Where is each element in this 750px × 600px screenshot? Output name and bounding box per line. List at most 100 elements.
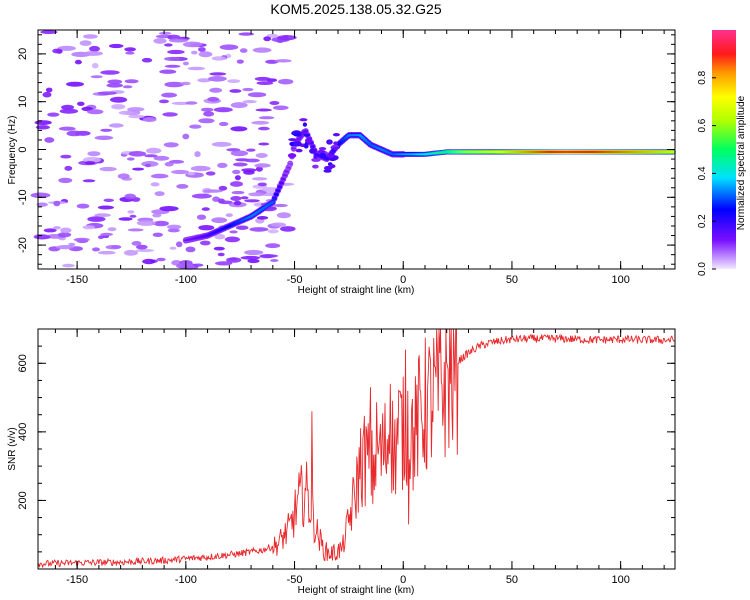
x-tick-label: -100 [175,274,197,286]
spectral-ridge-blob [293,141,302,147]
spectral-noise-blob [244,249,264,256]
spectral-ridge-blob [302,122,307,127]
spectral-noise-blob [255,153,268,158]
spectral-noise-blob [98,250,116,255]
snr-y-axis: 200 400 600 [17,328,675,570]
spectrogram-y-axis: -20 -10 0 10 20 [17,34,675,265]
y-tick-label: 20 [17,48,29,60]
spectrogram-y-axis-label: Frequency (Hz) [7,116,18,185]
spectral-ridge-blob [326,153,335,159]
spectral-noise-blob [135,248,155,253]
spectral-ridge-core [277,185,282,188]
spectral-noise-blob [163,142,179,148]
spectral-noise-blob [127,228,144,232]
spectral-noise-blob [219,44,239,50]
spectral-noise-blob [231,190,245,195]
spectral-noise-blob [58,177,73,184]
spectral-noise-blob [159,206,179,212]
spectral-noise-blob [182,41,203,48]
spectral-noise-blob [53,200,61,207]
spectral-noise-blob [230,126,248,132]
spectral-noise-blob [176,263,195,269]
spectral-noise-blob [56,245,74,250]
spectral-noise-layer [30,30,297,270]
x-tick-label: -150 [66,274,88,286]
spectral-noise-blob [74,59,82,65]
spectral-noise-blob [168,159,185,164]
spectral-noise-blob [190,165,211,172]
spectral-noise-blob [167,228,180,233]
spectral-noise-blob [257,182,267,187]
spectral-noise-blob [164,64,181,68]
spectral-ridge-blob [309,148,316,154]
spectral-noise-blob [187,66,205,71]
spectral-noise-blob [117,173,130,179]
spectral-ridge-core [286,166,291,169]
spectral-noise-blob [84,161,96,165]
spectral-noise-blob [217,252,225,257]
spectral-noise-blob [30,192,51,199]
snr-series-line [37,328,676,569]
spectral-noise-blob [161,92,178,98]
spectral-noise-blob [144,163,151,168]
spectral-noise-blob [100,232,113,236]
spectral-noise-blob [267,229,279,234]
spectral-noise-blob [154,191,165,197]
spectral-noise-blob [196,214,207,220]
spectral-noise-blob [153,38,167,44]
spectral-noise-blob [260,254,279,258]
spectral-noise-blob [233,200,242,206]
spectral-noise-blob [100,128,113,132]
spectral-noise-blob [97,91,117,95]
spectral-ridge-blob [317,149,326,154]
snr-y-axis-label: SNR (v/v) [7,427,18,470]
spectral-noise-blob [99,166,117,172]
y-tick-label: -20 [17,237,29,253]
spectral-noise-blob [77,101,85,107]
spectral-noise-blob [57,232,72,238]
spectral-noise-blob [87,216,106,222]
spectral-noise-blob [185,246,196,253]
spectral-ridge-core [303,130,308,133]
spectral-noise-blob [66,130,83,137]
spectral-noise-blob [128,114,145,119]
spectral-noise-blob [89,45,100,52]
spectral-noise-blob [213,246,225,251]
spectral-noise-blob [194,151,201,158]
spectral-noise-blob [59,108,79,114]
spectral-noise-blob [82,179,96,183]
spectral-noise-blob [100,70,120,75]
spectral-noise-blob [45,87,53,93]
spectral-noise-blob [118,110,134,115]
spectral-noise-blob [108,123,124,128]
spectral-noise-blob [82,156,102,163]
spectral-noise-blob [127,157,135,161]
spectral-noise-blob [252,47,272,53]
spectral-noise-blob [142,117,157,123]
spectral-noise-blob [251,120,270,125]
spectral-ridge-blob [313,155,318,159]
spectral-noise-blob [107,227,117,232]
spectral-noise-blob [258,126,270,131]
y-tick-label: 10 [17,96,29,108]
colorbar-gradient [712,30,736,269]
spectral-noise-blob [164,43,173,47]
x-tick-label: -100 [175,574,197,586]
spectral-ridge-core [310,145,315,148]
spectral-noise-blob [129,214,137,218]
spectral-noise-blob [201,107,214,112]
spectral-noise-blob [274,59,292,63]
x-tick-label: 50 [506,274,518,286]
spectral-ridge-blob [332,146,339,150]
spectral-noise-blob [107,79,123,85]
spectral-noise-blob [229,89,242,93]
spectral-noise-blob [111,245,122,249]
spectral-noise-blob [226,257,242,263]
spectral-noise-blob [205,171,216,176]
spectral-noise-blob [52,48,63,54]
spectral-noise-blob [62,263,75,268]
spectral-ridge-core [291,147,296,150]
spectral-noise-blob [211,141,232,147]
figure-title: KOM5.2025.138.05.32.G25 [270,1,441,17]
spectral-ridge-blob [295,148,303,153]
